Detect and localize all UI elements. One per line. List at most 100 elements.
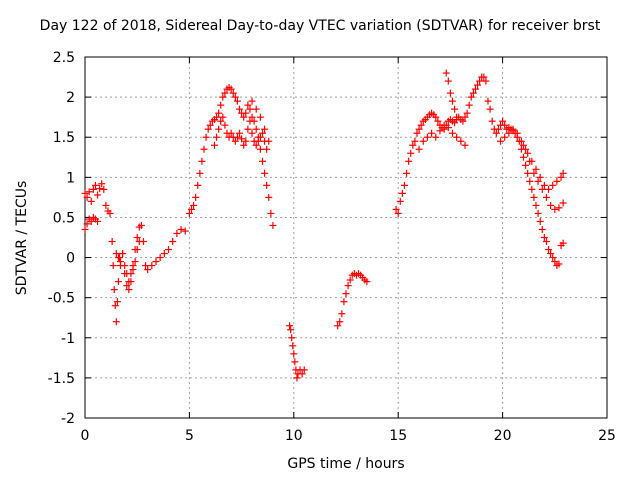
data-point — [246, 105, 254, 113]
data-point — [467, 93, 475, 101]
data-point — [549, 181, 557, 189]
data-point — [545, 246, 553, 254]
data-point — [192, 193, 200, 201]
data-point — [233, 97, 241, 105]
data-point — [415, 145, 423, 153]
data-point — [265, 193, 273, 201]
data-point — [152, 258, 160, 266]
data-point — [461, 141, 469, 149]
data-point — [244, 125, 252, 133]
data-point — [256, 133, 264, 141]
y-tick-label: -1.5 — [48, 371, 75, 387]
x-tick-label: 20 — [494, 428, 512, 444]
data-point — [219, 113, 227, 121]
data-point — [415, 125, 423, 133]
data-point — [113, 298, 121, 306]
data-point — [409, 141, 417, 149]
data-point — [83, 220, 91, 228]
data-point — [196, 169, 204, 177]
data-point — [444, 77, 452, 85]
data-point — [123, 282, 131, 290]
y-tick-label: 1 — [66, 170, 75, 186]
data-point — [547, 201, 555, 209]
data-point — [129, 266, 137, 274]
y-axis-label: SDTVAR / TECUs — [14, 180, 30, 296]
data-point — [394, 209, 402, 217]
data-point — [530, 193, 538, 201]
data-point — [87, 197, 95, 205]
data-point — [453, 133, 461, 141]
data-point — [144, 266, 152, 274]
data-point — [545, 185, 553, 193]
data-point — [81, 189, 89, 197]
data-point — [116, 258, 124, 266]
data-point — [555, 260, 563, 268]
data-point — [442, 69, 450, 77]
x-tick-label: 15 — [389, 428, 407, 444]
data-point — [94, 217, 102, 225]
data-point — [549, 254, 557, 262]
data-point — [536, 173, 544, 181]
data-point — [517, 137, 525, 145]
data-point — [135, 238, 143, 246]
data-point — [217, 117, 225, 125]
data-point — [258, 129, 266, 137]
data-point — [526, 177, 534, 185]
data-point — [263, 145, 271, 153]
data-point — [215, 109, 223, 117]
data-point — [121, 262, 129, 270]
x-tick-label: 25 — [598, 428, 616, 444]
data-point — [536, 217, 544, 225]
data-point — [127, 270, 135, 278]
x-tick-label: 0 — [81, 428, 90, 444]
data-point — [221, 89, 229, 97]
data-point — [85, 188, 93, 196]
data-point — [492, 129, 500, 137]
x-tick-label: 5 — [185, 428, 194, 444]
data-point — [289, 342, 297, 350]
data-point — [142, 262, 150, 270]
data-point — [363, 278, 371, 286]
data-point — [407, 149, 415, 157]
data-point — [215, 125, 223, 133]
data-point — [530, 169, 538, 177]
data-point — [100, 185, 108, 193]
data-point — [509, 125, 517, 133]
data-point — [231, 93, 239, 101]
data-point — [187, 205, 195, 213]
data-point — [522, 161, 530, 169]
data-point — [267, 209, 275, 217]
data-point — [112, 318, 120, 326]
data-point — [522, 145, 530, 153]
data-point — [119, 250, 127, 258]
data-point — [417, 121, 425, 129]
data-point — [334, 322, 342, 330]
data-point — [287, 326, 295, 334]
data-point — [185, 209, 193, 217]
data-point — [181, 227, 189, 235]
data-point — [501, 121, 509, 129]
data-point — [248, 129, 256, 137]
data-point — [112, 250, 120, 258]
data-point — [461, 113, 469, 121]
data-point — [398, 189, 406, 197]
data-point — [396, 197, 404, 205]
data-point — [87, 217, 95, 225]
data-point — [484, 97, 492, 105]
data-point — [540, 181, 548, 189]
data-point — [480, 73, 488, 81]
data-point — [229, 89, 237, 97]
data-point — [110, 286, 118, 294]
data-point — [538, 225, 546, 233]
data-point — [428, 129, 436, 137]
x-tick-label: 10 — [285, 428, 303, 444]
data-point — [534, 177, 542, 185]
data-point — [263, 181, 271, 189]
data-point — [559, 239, 567, 247]
data-point — [238, 135, 246, 143]
data-point — [204, 125, 212, 133]
data-point — [252, 125, 260, 133]
data-point — [451, 105, 459, 113]
data-point — [440, 121, 448, 129]
